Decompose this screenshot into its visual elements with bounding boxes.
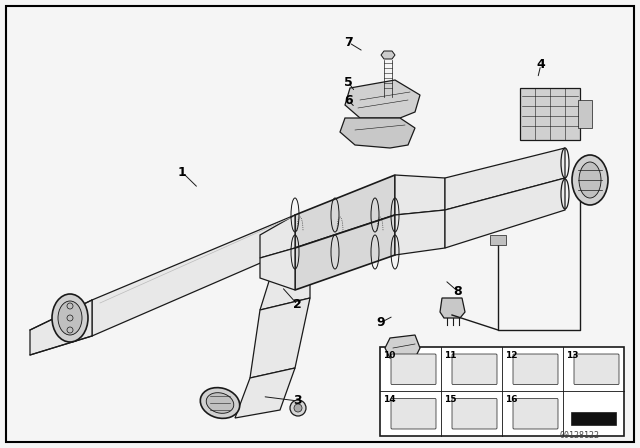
Text: 11: 11 bbox=[444, 351, 456, 360]
Text: 9: 9 bbox=[376, 316, 385, 329]
FancyBboxPatch shape bbox=[391, 399, 436, 429]
Polygon shape bbox=[30, 300, 92, 355]
Bar bbox=[571, 412, 616, 425]
Text: 6: 6 bbox=[344, 94, 353, 108]
Circle shape bbox=[290, 400, 306, 416]
Ellipse shape bbox=[572, 155, 608, 205]
FancyBboxPatch shape bbox=[513, 354, 558, 384]
FancyBboxPatch shape bbox=[574, 354, 619, 384]
Polygon shape bbox=[395, 175, 445, 215]
Ellipse shape bbox=[206, 393, 234, 414]
Polygon shape bbox=[345, 80, 420, 118]
Bar bbox=[490, 235, 506, 245]
Text: 10: 10 bbox=[383, 351, 396, 360]
Circle shape bbox=[294, 404, 302, 412]
Ellipse shape bbox=[52, 294, 88, 342]
Ellipse shape bbox=[200, 388, 240, 418]
FancyBboxPatch shape bbox=[452, 354, 497, 384]
Polygon shape bbox=[235, 368, 295, 418]
Bar bbox=[380, 347, 624, 436]
FancyBboxPatch shape bbox=[520, 88, 580, 140]
Text: 4: 4 bbox=[536, 58, 545, 72]
Bar bbox=[578, 100, 592, 128]
Polygon shape bbox=[260, 268, 310, 310]
Polygon shape bbox=[445, 148, 565, 210]
Text: 2: 2 bbox=[293, 298, 302, 311]
Text: 00128122: 00128122 bbox=[560, 431, 600, 440]
FancyBboxPatch shape bbox=[513, 399, 558, 429]
Polygon shape bbox=[295, 215, 395, 290]
Polygon shape bbox=[395, 210, 445, 255]
Polygon shape bbox=[295, 175, 395, 248]
Text: 15: 15 bbox=[444, 396, 456, 405]
Ellipse shape bbox=[58, 301, 82, 335]
Polygon shape bbox=[260, 248, 295, 290]
Polygon shape bbox=[381, 51, 395, 59]
Polygon shape bbox=[385, 335, 420, 358]
Text: 14: 14 bbox=[383, 396, 396, 405]
Text: 3: 3 bbox=[293, 394, 302, 408]
Text: 1: 1 bbox=[178, 166, 187, 179]
Polygon shape bbox=[340, 118, 415, 148]
Polygon shape bbox=[250, 298, 310, 378]
Text: 12: 12 bbox=[505, 351, 518, 360]
Text: 8: 8 bbox=[453, 284, 462, 298]
FancyBboxPatch shape bbox=[452, 399, 497, 429]
Polygon shape bbox=[445, 178, 565, 248]
Polygon shape bbox=[260, 215, 295, 258]
Text: 13: 13 bbox=[566, 351, 579, 360]
Ellipse shape bbox=[579, 162, 601, 198]
FancyBboxPatch shape bbox=[391, 354, 436, 384]
Text: 16: 16 bbox=[505, 396, 518, 405]
Polygon shape bbox=[440, 298, 465, 318]
Polygon shape bbox=[92, 215, 295, 336]
Text: 5: 5 bbox=[344, 76, 353, 90]
Text: 7: 7 bbox=[344, 36, 353, 49]
